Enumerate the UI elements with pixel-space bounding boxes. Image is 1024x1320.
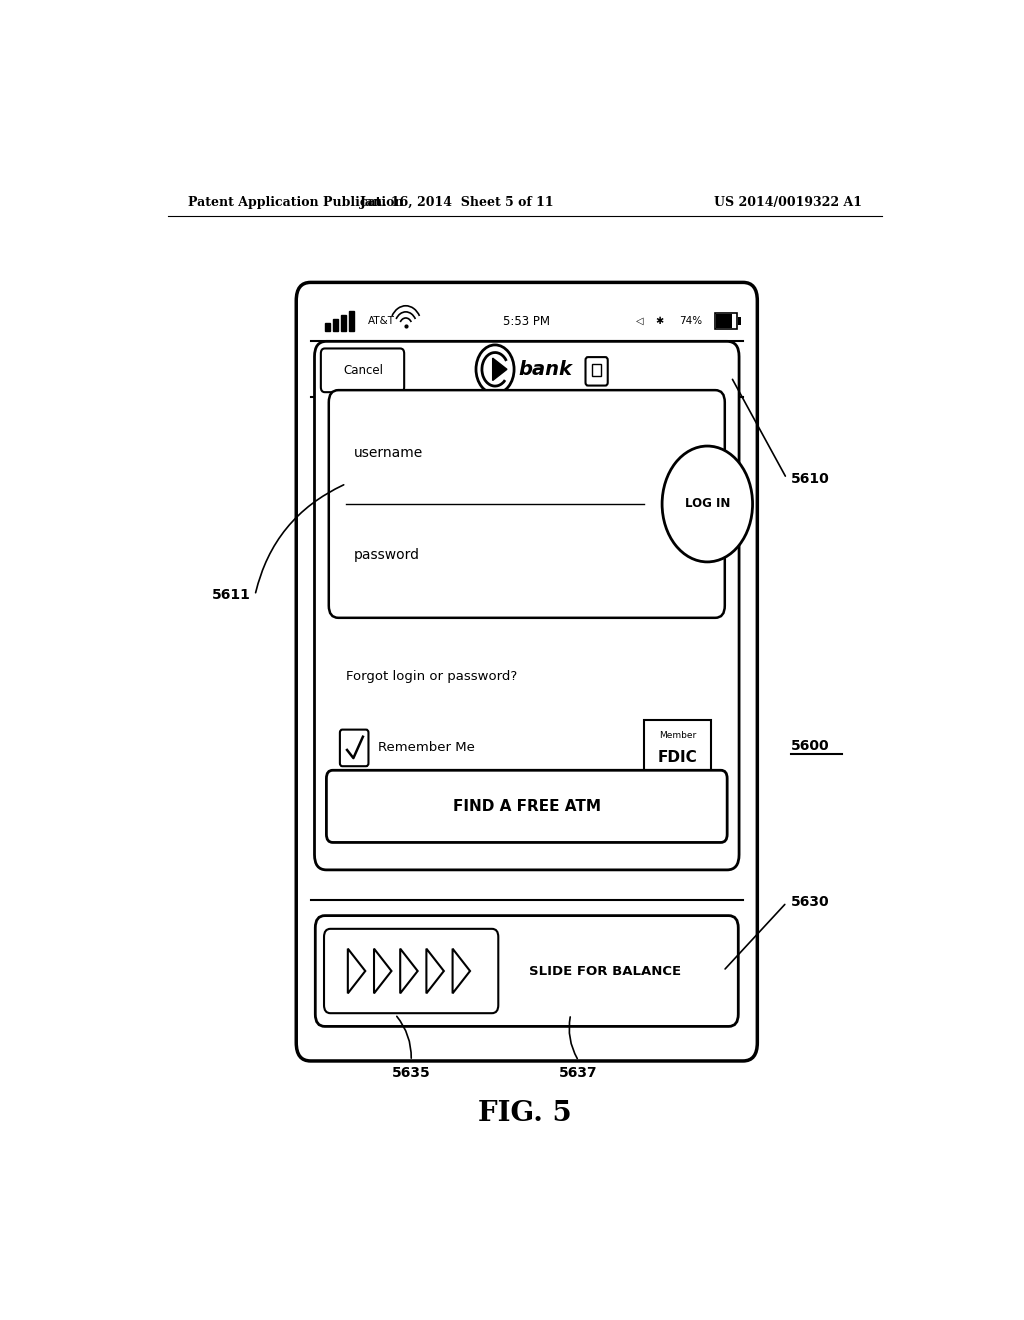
Text: AT&T: AT&T xyxy=(368,315,394,326)
Bar xyxy=(348,312,354,331)
Bar xyxy=(716,314,732,329)
Text: 5630: 5630 xyxy=(791,895,829,909)
Bar xyxy=(738,317,741,325)
Text: US 2014/0019322 A1: US 2014/0019322 A1 xyxy=(714,195,862,209)
Circle shape xyxy=(663,446,753,562)
Text: 5:53 PM: 5:53 PM xyxy=(503,314,550,327)
FancyBboxPatch shape xyxy=(327,771,727,842)
FancyBboxPatch shape xyxy=(586,358,607,385)
Bar xyxy=(644,719,712,776)
Text: 5600: 5600 xyxy=(791,739,829,752)
Bar xyxy=(333,319,338,331)
Text: username: username xyxy=(354,446,424,461)
Bar xyxy=(592,364,601,376)
FancyBboxPatch shape xyxy=(340,730,369,766)
Text: LOG IN: LOG IN xyxy=(685,498,730,511)
Bar xyxy=(715,313,737,329)
Text: 5611: 5611 xyxy=(212,589,251,602)
Text: ◁: ◁ xyxy=(636,315,644,326)
Bar xyxy=(341,315,346,331)
Text: 5635: 5635 xyxy=(392,1067,430,1080)
Text: ✱: ✱ xyxy=(655,315,664,326)
Circle shape xyxy=(476,345,514,393)
Text: Forgot login or password?: Forgot login or password? xyxy=(346,671,517,684)
FancyBboxPatch shape xyxy=(296,282,758,1061)
Text: 5610: 5610 xyxy=(791,471,829,486)
Text: 5637: 5637 xyxy=(559,1067,598,1080)
Text: FIG. 5: FIG. 5 xyxy=(478,1101,571,1127)
Text: Member: Member xyxy=(658,731,696,741)
Text: SLIDE FOR BALANCE: SLIDE FOR BALANCE xyxy=(529,965,681,978)
Text: Patent Application Publication: Patent Application Publication xyxy=(187,195,403,209)
Text: FIND A FREE ATM: FIND A FREE ATM xyxy=(453,799,601,814)
Text: bank: bank xyxy=(519,360,572,379)
Text: Cancel: Cancel xyxy=(343,364,383,376)
Text: Jan. 16, 2014  Sheet 5 of 11: Jan. 16, 2014 Sheet 5 of 11 xyxy=(360,195,555,209)
Bar xyxy=(325,323,331,331)
Text: Remember Me: Remember Me xyxy=(378,742,475,755)
Text: 74%: 74% xyxy=(680,315,702,326)
FancyBboxPatch shape xyxy=(329,391,725,618)
Text: password: password xyxy=(354,548,420,562)
FancyBboxPatch shape xyxy=(315,916,738,1027)
Text: FDIC: FDIC xyxy=(657,751,697,766)
FancyBboxPatch shape xyxy=(324,929,499,1014)
Polygon shape xyxy=(493,358,507,380)
FancyBboxPatch shape xyxy=(314,342,739,870)
FancyBboxPatch shape xyxy=(321,348,404,392)
